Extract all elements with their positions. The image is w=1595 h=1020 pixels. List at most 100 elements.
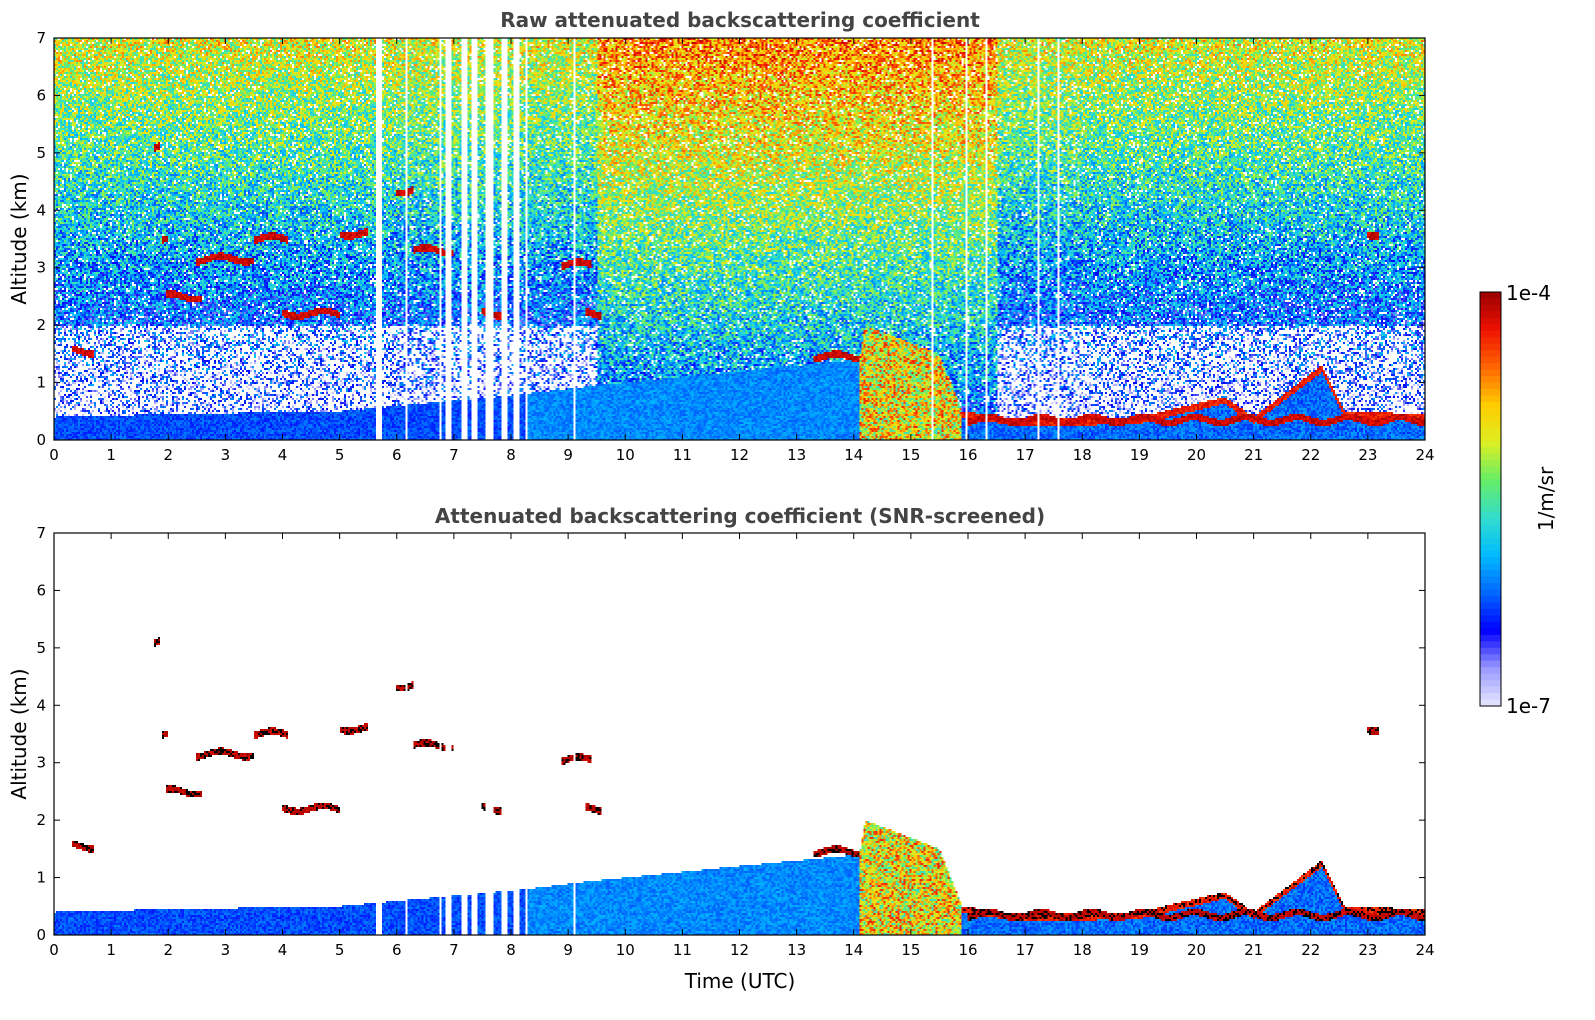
x-tick-label: 8 — [506, 941, 516, 959]
colorbar-segment — [1480, 479, 1501, 487]
colorbar-segment — [1480, 401, 1501, 410]
colorbar-frame — [1479, 291, 1502, 707]
colorbar-segment — [1480, 615, 1501, 623]
x-tick-label: 2 — [163, 941, 173, 959]
heatmap-raw — [54, 38, 1425, 440]
colorbar-segment — [1480, 505, 1501, 513]
y-tick-label: 6 — [36, 86, 46, 104]
xlabel-time: Time (UTC) — [684, 969, 796, 993]
x-tick-label: 10 — [616, 941, 635, 959]
panel-screened: Attenuated backscattering coefficient (S… — [7, 504, 1435, 993]
x-tick-label: 0 — [49, 941, 59, 959]
colorbar-segment — [1480, 466, 1501, 474]
colorbar-segment — [1480, 440, 1501, 448]
colorbar-segment — [1480, 421, 1501, 429]
colorbar-segment — [1480, 324, 1501, 332]
x-tick-label: 16 — [958, 941, 977, 959]
x-tick-label: 0 — [49, 446, 59, 464]
x-tick-label: 4 — [278, 941, 288, 959]
colorbar-segment — [1480, 557, 1501, 565]
x-tick-label: 21 — [1244, 941, 1263, 959]
ylabel-raw: Altitude (km) — [7, 173, 31, 304]
x-tick-label: 18 — [1073, 446, 1092, 464]
x-tick-label: 23 — [1358, 941, 1377, 959]
panel-raw: Raw attenuated backscattering coefficien… — [7, 8, 1435, 464]
x-tick-label: 22 — [1301, 446, 1320, 464]
colorbar-segment — [1480, 531, 1501, 539]
axis-ticks-raw: 0 1 2 3 4 5 6 7 8 9 10 11 12 13 14 15 16 17 18 19 20 21 22 23 24… — [36, 29, 1434, 464]
y-tick-label: 7 — [36, 29, 46, 47]
colorbar-segment — [1480, 583, 1501, 591]
colorbar-segment — [1480, 460, 1501, 468]
colorbar-segment — [1480, 350, 1501, 358]
x-tick-label: 7 — [449, 446, 459, 464]
x-tick-label: 9 — [563, 446, 573, 464]
x-tick-label: 4 — [278, 446, 288, 464]
heatmap-image — [54, 38, 1425, 440]
colorbar-segment — [1480, 693, 1501, 701]
colorbar-segment — [1480, 596, 1501, 604]
colorbar-segment — [1480, 317, 1501, 325]
y-tick-label: 1 — [36, 374, 46, 392]
colorbar-segment — [1480, 602, 1501, 610]
x-tick-label: 22 — [1301, 941, 1320, 959]
x-tick-label: 20 — [1187, 941, 1206, 959]
colorbar-segment — [1480, 427, 1501, 435]
colorbar-segment — [1480, 395, 1501, 403]
colorbar-segment — [1480, 647, 1501, 655]
colorbar-segment — [1480, 492, 1501, 500]
x-tick-label: 17 — [1016, 941, 1035, 959]
colorbar-segment — [1480, 363, 1501, 371]
colorbar-segment — [1480, 570, 1501, 578]
x-tick-label: 14 — [844, 446, 863, 464]
y-tick-label: 2 — [36, 316, 46, 334]
colorbar-segment — [1480, 292, 1501, 300]
colorbar-segment — [1480, 382, 1501, 390]
colorbar-segment — [1480, 544, 1501, 552]
x-tick-label: 20 — [1187, 446, 1206, 464]
x-tick-label: 13 — [787, 941, 806, 959]
colorbar-segment — [1480, 654, 1501, 662]
x-tick-label: 21 — [1244, 446, 1263, 464]
colorbar-segment — [1480, 550, 1501, 558]
plot-area-raw: 0 1 2 3 4 5 6 7 8 9 10 11 12 13 14 15 16 17 18 19 20 21 22 23 24… — [36, 29, 1434, 464]
y-tick-label: 5 — [36, 144, 46, 162]
x-tick-label: 12 — [730, 941, 749, 959]
y-tick-label: 7 — [36, 524, 46, 542]
colorbar-segment — [1480, 660, 1501, 668]
colorbar-gradient — [1480, 292, 1501, 707]
ylabel-screened: Altitude (km) — [7, 668, 31, 799]
x-tick-label: 1 — [106, 446, 116, 464]
colorbar-segment — [1480, 686, 1501, 694]
x-tick-label: 6 — [392, 941, 402, 959]
x-tick-label: 9 — [563, 941, 573, 959]
colorbar-segment — [1480, 518, 1501, 526]
colorbar-segment — [1480, 330, 1501, 338]
colorbar-segment — [1480, 621, 1501, 629]
x-tick-label: 3 — [221, 446, 231, 464]
x-tick-label: 11 — [673, 941, 692, 959]
colorbar-segment — [1480, 524, 1501, 532]
colorbar-unit-label: 1/m/sr — [1534, 466, 1558, 531]
x-tick-label: 1 — [106, 941, 116, 959]
x-tick-label: 15 — [901, 941, 920, 959]
colorbar-segment — [1480, 473, 1501, 481]
y-tick-label: 3 — [36, 259, 46, 277]
x-tick-label: 24 — [1415, 941, 1434, 959]
x-tick-label: 12 — [730, 446, 749, 464]
x-tick-label: 2 — [163, 446, 173, 464]
colorbar-segment — [1480, 563, 1501, 571]
colorbar-segment — [1480, 298, 1501, 306]
colorbar-segment — [1480, 699, 1501, 707]
colorbar-max-label: 1e-4 — [1506, 281, 1551, 305]
y-tick-label: 0 — [36, 431, 46, 449]
x-tick-label: 17 — [1016, 446, 1035, 464]
colorbar-segment — [1480, 447, 1501, 455]
x-tick-label: 3 — [221, 941, 231, 959]
colorbar-segment — [1480, 589, 1501, 597]
heatmap-image — [54, 533, 1425, 935]
x-tick-label: 5 — [335, 941, 345, 959]
panel-title-screened: Attenuated backscattering coefficient (S… — [435, 504, 1045, 528]
axis-ticks-screened: 0 1 2 3 4 5 6 7 8 9 10 11 12 13 14 15 16 17 18 19 20 21 22 23 24… — [36, 524, 1434, 959]
